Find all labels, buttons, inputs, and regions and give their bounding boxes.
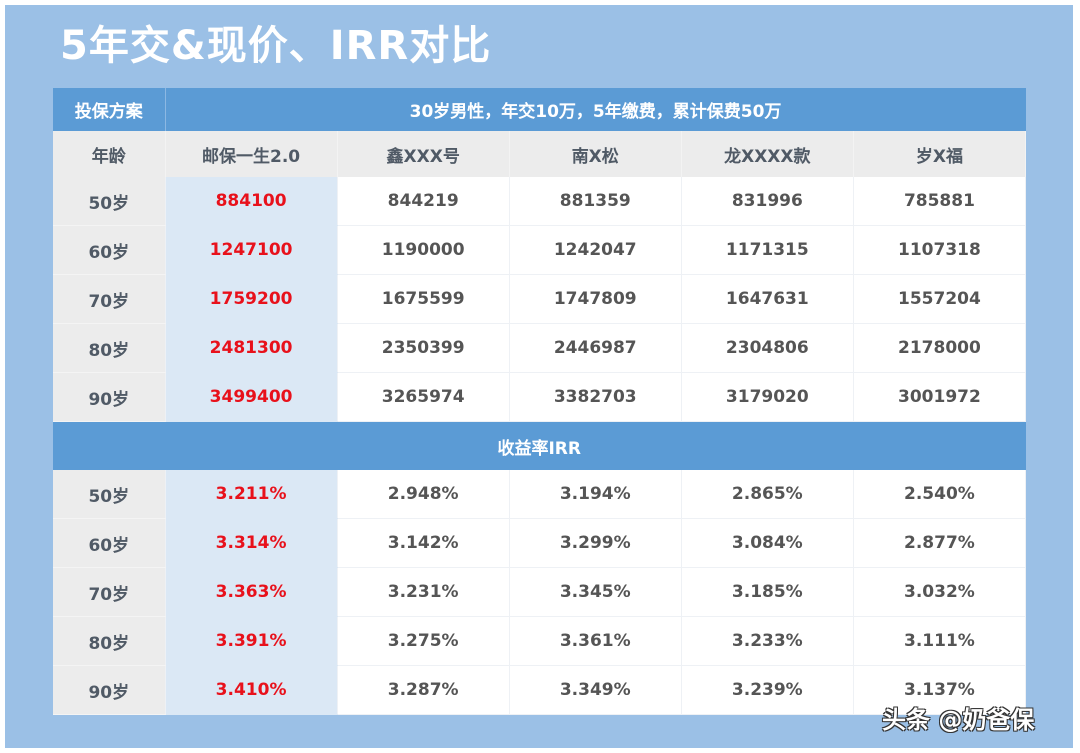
cash-value-row: 50岁 884100 844219 881359 831996 785881 — [53, 177, 1027, 226]
value-cell: 1557204 — [853, 274, 1027, 324]
irr-cell: 3.361% — [509, 616, 682, 666]
age-cell: 70岁 — [53, 567, 166, 617]
irr-cell: 3.084% — [681, 518, 854, 568]
value-cell: 1107318 — [853, 225, 1027, 275]
column-header-row: 年龄 邮保一生2.0 鑫XXX号 南X松 龙XXXX款 岁X福 — [53, 131, 1027, 177]
irr-row: 70岁 3.363% 3.231% 3.345% 3.185% 3.032% — [53, 567, 1027, 617]
highlight-irr-cell: 3.391% — [165, 616, 338, 666]
highlight-value-cell: 884100 — [165, 177, 338, 226]
irr-section-header: 收益率IRR — [53, 421, 1026, 470]
age-cell: 50岁 — [53, 470, 166, 519]
comparison-table: 投保方案 30岁男性，年交10万，5年缴费，累计保费50万 年龄 邮保一生2.0… — [53, 88, 1027, 715]
product-header-youbao: 邮保一生2.0 — [165, 131, 338, 177]
value-cell: 1675599 — [337, 274, 510, 324]
value-cell: 3265974 — [337, 372, 510, 422]
value-cell: 881359 — [509, 177, 682, 226]
value-cell: 1647631 — [681, 274, 854, 324]
cash-value-row: 80岁 2481300 2350399 2446987 2304806 2178… — [53, 323, 1027, 373]
highlight-value-cell: 3499400 — [165, 372, 338, 422]
irr-section-label: 收益率IRR — [53, 421, 1026, 470]
irr-cell: 3.345% — [509, 567, 682, 617]
cash-value-row: 70岁 1759200 1675599 1747809 1647631 1557… — [53, 274, 1027, 324]
value-cell: 844219 — [337, 177, 510, 226]
value-cell: 1171315 — [681, 225, 854, 275]
irr-cell: 3.233% — [681, 616, 854, 666]
age-cell: 50岁 — [53, 177, 166, 226]
highlight-irr-cell: 3.314% — [165, 518, 338, 568]
irr-cell: 3.142% — [337, 518, 510, 568]
age-cell: 90岁 — [53, 372, 166, 422]
irr-cell: 3.137% — [853, 665, 1027, 715]
irr-cell: 3.111% — [853, 616, 1027, 666]
watermark: 头条 @奶爸保 — [882, 706, 1035, 734]
plan-header-row: 投保方案 30岁男性，年交10万，5年缴费，累计保费50万 — [53, 88, 1026, 131]
age-cell: 80岁 — [53, 323, 166, 373]
plan-description: 30岁男性，年交10万，5年缴费，累计保费50万 — [165, 88, 1026, 131]
irr-cell: 3.275% — [337, 616, 510, 666]
irr-cell: 2.865% — [681, 470, 854, 519]
irr-cell: 3.185% — [681, 567, 854, 617]
age-cell: 90岁 — [53, 665, 166, 715]
irr-cell: 2.877% — [853, 518, 1027, 568]
highlight-value-cell: 1247100 — [165, 225, 338, 275]
irr-cell: 3.287% — [337, 665, 510, 715]
value-cell: 1747809 — [509, 274, 682, 324]
product-header-xin: 鑫XXX号 — [337, 131, 510, 177]
product-header-nan: 南X松 — [509, 131, 682, 177]
value-cell: 2350399 — [337, 323, 510, 373]
irr-row: 80岁 3.391% 3.275% 3.361% 3.233% 3.111% — [53, 616, 1027, 666]
cash-value-row: 90岁 3499400 3265974 3382703 3179020 3001… — [53, 372, 1027, 422]
page-title: 5年交&现价、IRR对比 — [60, 23, 492, 69]
value-cell: 785881 — [853, 177, 1027, 226]
highlight-irr-cell: 3.410% — [165, 665, 338, 715]
highlight-irr-cell: 3.363% — [165, 567, 338, 617]
value-cell: 3179020 — [681, 372, 854, 422]
plan-label: 投保方案 — [53, 88, 166, 131]
age-cell: 70岁 — [53, 274, 166, 324]
value-cell: 2304806 — [681, 323, 854, 373]
age-column-header: 年龄 — [53, 131, 166, 177]
value-cell: 3001972 — [853, 372, 1027, 422]
irr-row: 50岁 3.211% 2.948% 3.194% 2.865% 2.540% — [53, 470, 1027, 519]
value-cell: 2446987 — [509, 323, 682, 373]
highlight-value-cell: 2481300 — [165, 323, 338, 373]
age-cell: 60岁 — [53, 225, 166, 275]
irr-cell: 3.194% — [509, 470, 682, 519]
irr-cell: 3.032% — [853, 567, 1027, 617]
irr-cell: 3.349% — [509, 665, 682, 715]
value-cell: 3382703 — [509, 372, 682, 422]
highlight-value-cell: 1759200 — [165, 274, 338, 324]
irr-cell: 2.540% — [853, 470, 1027, 519]
irr-cell: 3.231% — [337, 567, 510, 617]
product-header-sui: 岁X福 — [853, 131, 1027, 177]
product-header-long: 龙XXXX款 — [681, 131, 854, 177]
value-cell: 831996 — [681, 177, 854, 226]
value-cell: 1242047 — [509, 225, 682, 275]
irr-row: 90岁 3.410% 3.287% 3.349% 3.239% 3.137% — [53, 665, 1027, 715]
age-cell: 60岁 — [53, 518, 166, 568]
highlight-irr-cell: 3.211% — [165, 470, 338, 519]
irr-cell: 3.239% — [681, 665, 854, 715]
value-cell: 2178000 — [853, 323, 1027, 373]
irr-row: 60岁 3.314% 3.142% 3.299% 3.084% 2.877% — [53, 518, 1027, 568]
cash-value-row: 60岁 1247100 1190000 1242047 1171315 1107… — [53, 225, 1027, 275]
value-cell: 1190000 — [337, 225, 510, 275]
irr-cell: 3.299% — [509, 518, 682, 568]
irr-cell: 2.948% — [337, 470, 510, 519]
age-cell: 80岁 — [53, 616, 166, 666]
